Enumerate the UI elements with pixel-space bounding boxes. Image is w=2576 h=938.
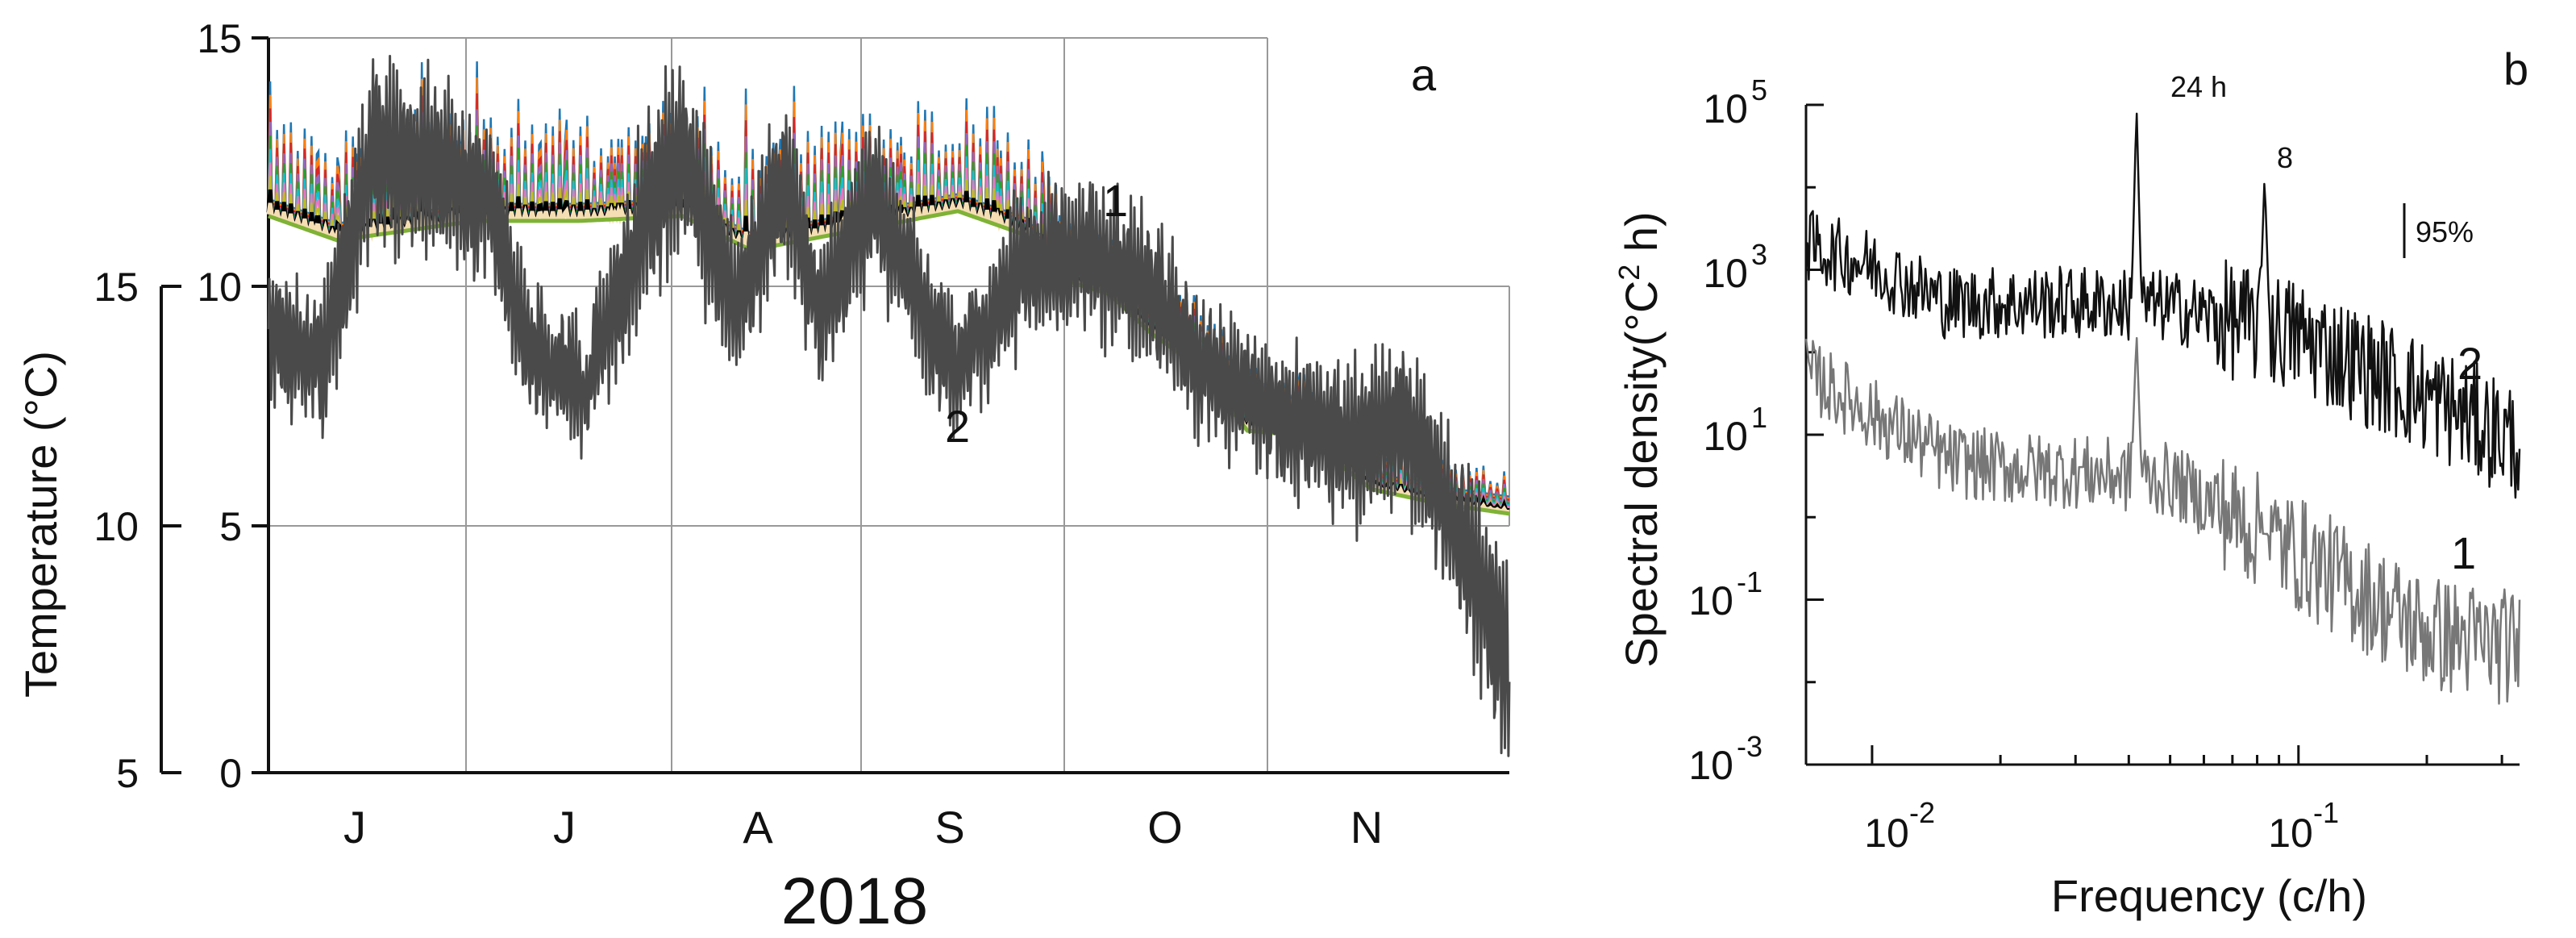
- lower-axis-tick-10: 10: [94, 504, 139, 549]
- peak-24h-label: 24 h: [2170, 70, 2227, 103]
- xtick-base: 10: [2268, 811, 2313, 856]
- inner-axis-tick-10: 10: [197, 265, 242, 310]
- panel-a: 15 10 5 0 15 10 5 Temperature (°C) J J A…: [15, 16, 1511, 938]
- upper-axis-tick-15: 15: [197, 16, 242, 61]
- month-label-july: J: [553, 802, 576, 853]
- inner-axis-tick-5: 5: [219, 504, 242, 549]
- panel-b-y-label: Spectral density(°C2 h): [1613, 211, 1667, 667]
- xtick-base: 10: [1864, 811, 1909, 856]
- lower-axis-tick-15: 15: [94, 265, 139, 310]
- month-label-september: S: [934, 802, 964, 853]
- panel-b-letter: b: [2503, 44, 2528, 94]
- ytick-exp: 5: [1751, 73, 1767, 106]
- panel-b-xtick-1e-1: 10 -1: [2268, 796, 2339, 856]
- ytick-exp: -1: [1737, 565, 1762, 598]
- month-label-june: J: [343, 802, 366, 853]
- ytick-base: 10: [1703, 414, 1748, 459]
- month-label-august: A: [743, 802, 773, 853]
- month-label-october: O: [1147, 802, 1183, 853]
- spectrum-1-label: 1: [2451, 527, 2476, 578]
- spectrum-series-2: [1804, 112, 2521, 499]
- peak-8-label: 8: [2277, 141, 2293, 174]
- ytick-base: 10: [1688, 743, 1733, 788]
- panel-b-ytick-1e-3: 10 -3: [1688, 730, 1762, 788]
- ylabel-suffix: h): [1616, 211, 1667, 264]
- panel-b: 10 5 10 3 10 1 10 -1 10 -3 10 -2 10 -1 F…: [1613, 44, 2528, 921]
- xtick-exp: -2: [1909, 796, 1935, 829]
- ytick-exp: -3: [1737, 730, 1762, 763]
- panel-a-year-label: 2018: [781, 865, 928, 938]
- lower-axis-tick-5: 5: [116, 751, 139, 796]
- ytick-base: 10: [1703, 251, 1748, 296]
- spectrum-series-1: [1804, 336, 2521, 705]
- ytick-exp: 1: [1751, 401, 1767, 434]
- panel-a-y-label: Temperature (°C): [15, 351, 66, 698]
- ylabel-units: (°C: [1616, 281, 1667, 346]
- panel-b-ytick-1e-1: 10 -1: [1688, 565, 1762, 623]
- panel-b-ytick-1e5: 10 5: [1703, 73, 1767, 131]
- panel-b-xtick-1e-2: 10 -2: [1864, 796, 1935, 856]
- series-1-label: 1: [1103, 175, 1128, 226]
- ylabel-sup: 2: [1613, 265, 1646, 281]
- month-label-november: N: [1350, 802, 1383, 853]
- panel-a-letter: a: [1411, 49, 1437, 100]
- ytick-base: 10: [1703, 86, 1748, 131]
- series-2-line: [267, 55, 1511, 757]
- spectrum-2-label: 2: [2457, 338, 2482, 389]
- confidence-label: 95%: [2416, 215, 2474, 248]
- ytick-exp: 3: [1751, 238, 1767, 271]
- ytick-base: 10: [1688, 578, 1733, 623]
- panel-b-ytick-1e3: 10 3: [1703, 238, 1767, 296]
- ylabel-prefix: Spectral density: [1616, 346, 1667, 667]
- inner-axis-tick-0: 0: [219, 751, 242, 796]
- xtick-exp: -1: [2313, 796, 2339, 829]
- series-2-label: 2: [945, 401, 970, 452]
- panel-b-ytick-1e1: 10 1: [1703, 401, 1767, 459]
- panel-b-x-label: Frequency (c/h): [2051, 870, 2367, 921]
